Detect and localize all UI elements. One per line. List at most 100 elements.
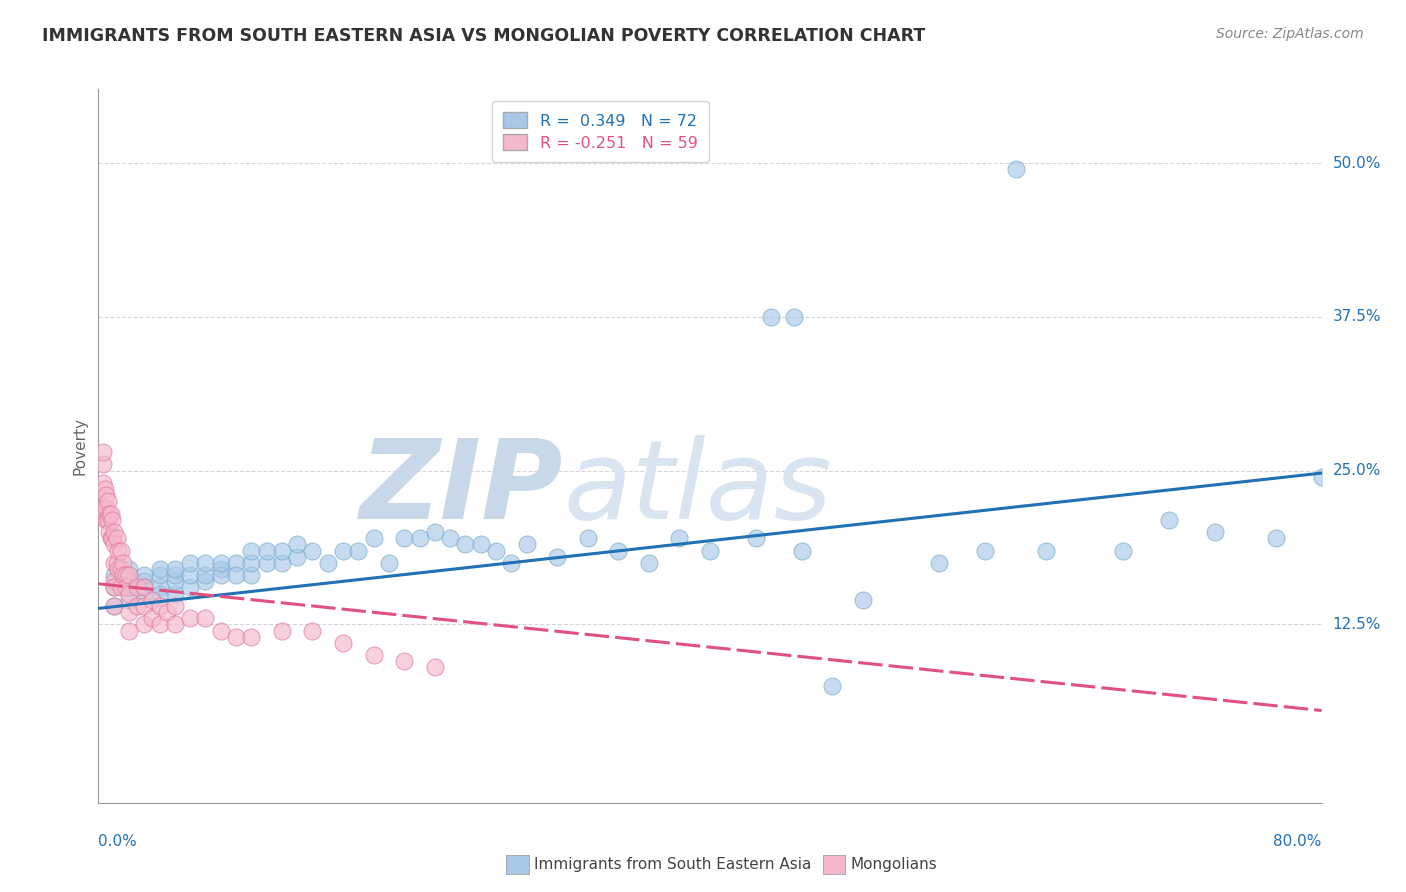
Point	[783, 310, 806, 324]
Point	[821, 679, 844, 693]
Point	[134, 568, 156, 582]
Point	[110, 543, 132, 558]
Point	[378, 556, 401, 570]
Point	[392, 531, 416, 545]
Point	[103, 568, 125, 582]
Text: IMMIGRANTS FROM SOUTH EASTERN ASIA VS MONGOLIAN POVERTY CORRELATION CHART: IMMIGRANTS FROM SOUTH EASTERN ASIA VS MO…	[42, 27, 925, 45]
Point	[270, 556, 292, 570]
Point	[93, 507, 115, 521]
Point	[194, 568, 217, 582]
Point	[149, 587, 172, 601]
Point	[141, 592, 163, 607]
Text: 0.0%: 0.0%	[98, 834, 138, 849]
Point	[105, 531, 128, 545]
Point	[103, 599, 125, 613]
Point	[501, 556, 523, 570]
Point	[149, 562, 172, 576]
Point	[115, 568, 138, 582]
Point	[1310, 469, 1333, 483]
Point	[347, 543, 370, 558]
Text: 25.0%: 25.0%	[1333, 463, 1381, 478]
Point	[163, 587, 186, 601]
Point	[285, 549, 308, 564]
Point	[103, 599, 125, 613]
Point	[454, 537, 477, 551]
Point	[100, 531, 122, 545]
Y-axis label: Poverty: Poverty	[72, 417, 87, 475]
Point	[94, 513, 117, 527]
Point	[699, 543, 721, 558]
Point	[439, 531, 461, 545]
Point	[103, 525, 125, 540]
Point	[516, 537, 538, 551]
Point	[194, 556, 217, 570]
Point	[134, 587, 156, 601]
Point	[240, 630, 263, 644]
Point	[423, 660, 446, 674]
Point	[101, 513, 124, 527]
Text: 12.5%: 12.5%	[1333, 617, 1381, 632]
Point	[149, 599, 172, 613]
Point	[607, 543, 630, 558]
Point	[111, 568, 134, 582]
Point	[91, 458, 114, 472]
Text: ZIP: ZIP	[360, 435, 564, 542]
Point	[256, 556, 278, 570]
Point	[179, 581, 201, 595]
Point	[163, 562, 186, 576]
Point	[363, 648, 385, 662]
Point	[1035, 543, 1057, 558]
Point	[179, 556, 201, 570]
Point	[107, 562, 129, 576]
Point	[134, 581, 156, 595]
Point	[105, 556, 128, 570]
Point	[103, 556, 125, 570]
Point	[141, 611, 163, 625]
Point	[163, 599, 186, 613]
Point	[974, 543, 997, 558]
Point	[103, 537, 125, 551]
Point	[209, 562, 232, 576]
Point	[485, 543, 508, 558]
Point	[91, 445, 114, 459]
Point	[125, 599, 148, 613]
Point	[270, 624, 292, 638]
Point	[363, 531, 385, 545]
Point	[470, 537, 492, 551]
Point	[423, 525, 446, 540]
Point	[668, 531, 690, 545]
Point	[209, 556, 232, 570]
Text: Source: ZipAtlas.com: Source: ZipAtlas.com	[1216, 27, 1364, 41]
Point	[179, 568, 201, 582]
Point	[576, 531, 599, 545]
Point	[316, 556, 339, 570]
Point	[134, 599, 156, 613]
Point	[149, 581, 172, 595]
Point	[111, 556, 134, 570]
Point	[110, 562, 132, 576]
Point	[134, 581, 156, 595]
Point	[134, 617, 156, 632]
Point	[392, 654, 416, 668]
Legend: R =  0.349   N = 72, R = -0.251   N = 59: R = 0.349 N = 72, R = -0.251 N = 59	[492, 101, 709, 161]
Point	[546, 549, 568, 564]
Point	[1264, 531, 1286, 545]
Point	[134, 574, 156, 589]
Point	[91, 500, 114, 515]
Point	[91, 475, 114, 490]
Point	[97, 494, 120, 508]
Point	[118, 624, 141, 638]
Point	[163, 568, 186, 582]
Point	[790, 543, 813, 558]
Point	[852, 592, 875, 607]
Text: atlas: atlas	[564, 435, 832, 542]
Point	[118, 568, 141, 582]
Point	[225, 556, 247, 570]
Point	[240, 556, 263, 570]
Point	[94, 500, 117, 515]
Point	[209, 568, 232, 582]
Point	[156, 605, 179, 619]
Point	[179, 611, 201, 625]
Point	[163, 574, 186, 589]
Point	[256, 543, 278, 558]
